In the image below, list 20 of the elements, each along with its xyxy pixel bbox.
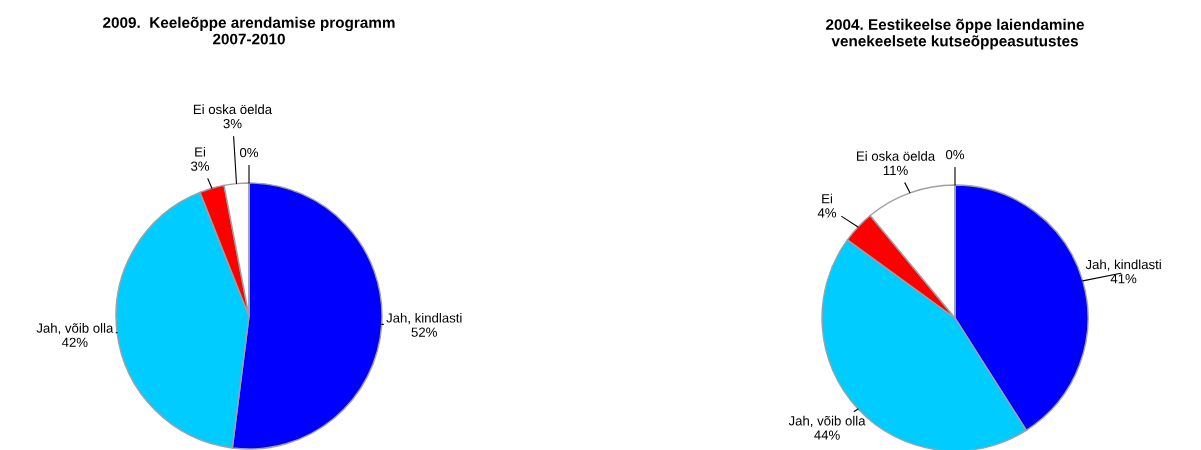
data-label: 52%	[411, 327, 437, 337]
data-label: 4%	[817, 208, 837, 218]
slice-label: Ei	[822, 193, 832, 204]
chart-title: 2009. Keeleõppe arendamise programm 2007-2010	[103, 16, 395, 45]
slice-label: Jah, võib olla	[788, 415, 866, 428]
text: 0%	[239, 147, 259, 158]
data-label: 11%	[883, 165, 908, 175]
text: 0%	[945, 149, 965, 160]
slice-label: Ei	[195, 146, 205, 157]
slice-label: Ei oska öelda	[193, 104, 273, 115]
slice-label: Jah, kindlasti	[1085, 259, 1161, 271]
data-label: 3%	[223, 118, 242, 129]
data-label: 44%	[814, 430, 840, 440]
slice-label: Ei oska öelda	[857, 151, 936, 161]
data-label: 42%	[61, 337, 88, 347]
slice-label: Jah, võib olla	[36, 323, 114, 335]
slice-label: Jah, kindlasti	[386, 312, 462, 325]
chart-title: 2004. Eestikeelse õppe laiendamine venekeelsete kutseõppeasutustes	[826, 18, 1084, 50]
data-label: 41%	[1110, 274, 1137, 284]
data-label: 3%	[190, 161, 210, 171]
